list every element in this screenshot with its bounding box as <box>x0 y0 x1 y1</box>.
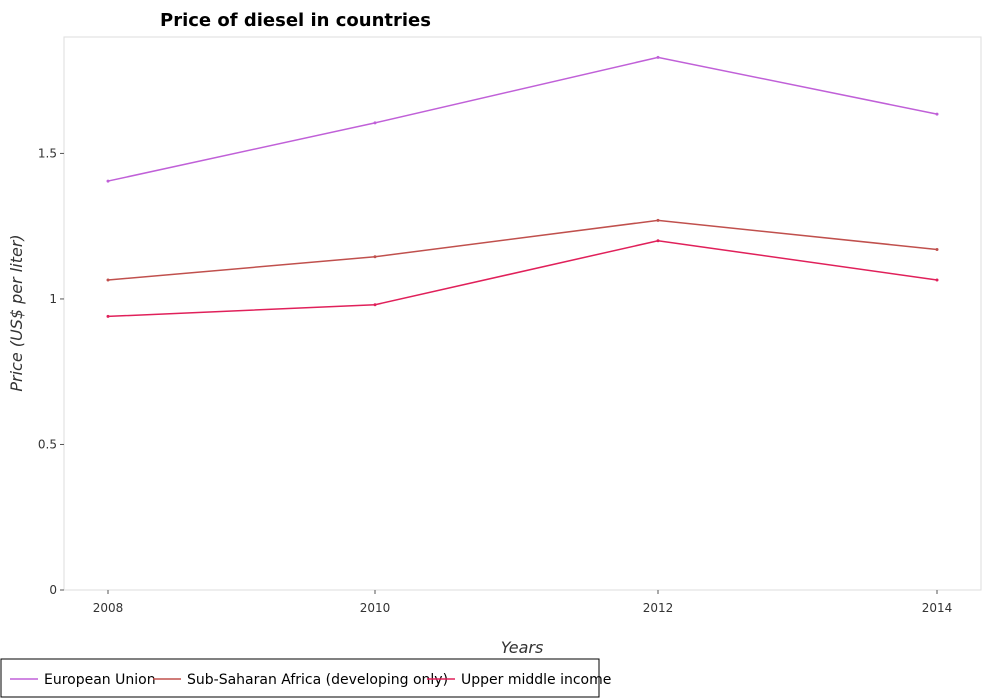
data-point <box>656 218 660 222</box>
y-tick-label: 1 <box>49 292 57 306</box>
x-tick-label: 2010 <box>360 601 391 615</box>
data-point <box>373 255 377 259</box>
x-axis-label: Years <box>501 638 544 657</box>
series-line <box>107 219 938 281</box>
data-point <box>106 314 110 318</box>
x-tick-label: 2008 <box>93 601 124 615</box>
data-point <box>656 239 660 243</box>
legend-box <box>0 658 600 698</box>
y-axis: 0 0.5 1 1.5 <box>38 146 64 597</box>
plot-area <box>63 36 982 591</box>
data-point <box>935 278 939 282</box>
data-point <box>935 112 939 116</box>
y-axis-label: Price (US$ per liter) <box>7 234 26 391</box>
data-point <box>373 303 377 307</box>
series-line <box>107 56 938 182</box>
y-tick-label: 0 <box>49 583 57 597</box>
series-line <box>107 239 938 318</box>
plot-frame <box>63 36 982 591</box>
data-point <box>106 278 110 282</box>
data-point <box>106 179 110 183</box>
x-axis: 2008 2010 2012 2014 <box>93 590 953 615</box>
legend-entry-label: Sub-Saharan Africa (developing only) <box>187 672 448 688</box>
data-point <box>373 121 377 125</box>
data-point <box>935 247 939 251</box>
data-point <box>656 55 660 59</box>
y-tick-label: 0.5 <box>38 437 57 451</box>
series-layer <box>106 55 939 318</box>
legend-entry-label: European Union <box>44 672 156 688</box>
legend-entry-label: Upper middle income <box>461 672 611 688</box>
legend: European Union Sub-Saharan Africa (develo… <box>0 658 611 698</box>
y-tick-label: 1.5 <box>38 146 57 160</box>
chart-title: Price of diesel in countries <box>160 10 431 31</box>
x-tick-label: 2014 <box>922 601 953 615</box>
x-tick-label: 2012 <box>643 601 674 615</box>
